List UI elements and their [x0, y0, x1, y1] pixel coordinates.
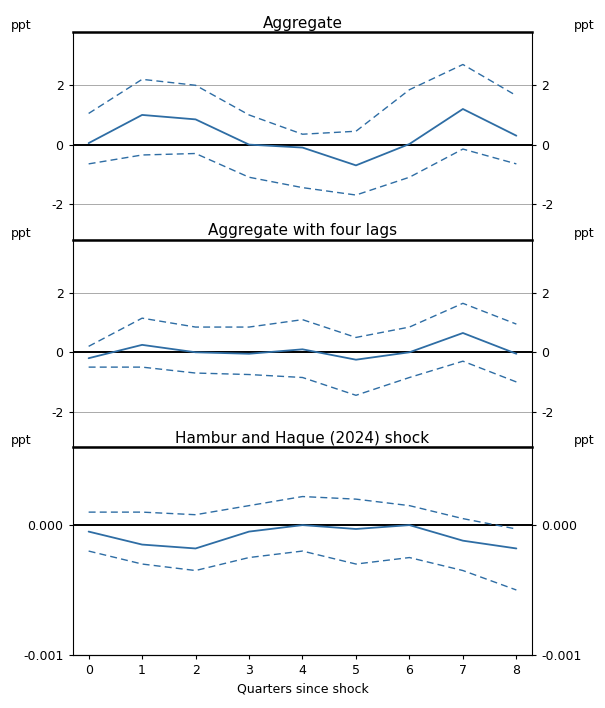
- Title: Aggregate with four lags: Aggregate with four lags: [208, 223, 397, 239]
- Title: Hambur and Haque (2024) shock: Hambur and Haque (2024) shock: [175, 431, 430, 446]
- Text: ppt: ppt: [11, 227, 31, 239]
- Text: ppt: ppt: [11, 19, 31, 32]
- Text: ppt: ppt: [574, 19, 594, 32]
- Text: ppt: ppt: [11, 434, 31, 447]
- Text: ppt: ppt: [574, 434, 594, 447]
- Title: Aggregate: Aggregate: [263, 16, 342, 30]
- X-axis label: Quarters since shock: Quarters since shock: [237, 683, 368, 695]
- Text: ppt: ppt: [574, 227, 594, 239]
